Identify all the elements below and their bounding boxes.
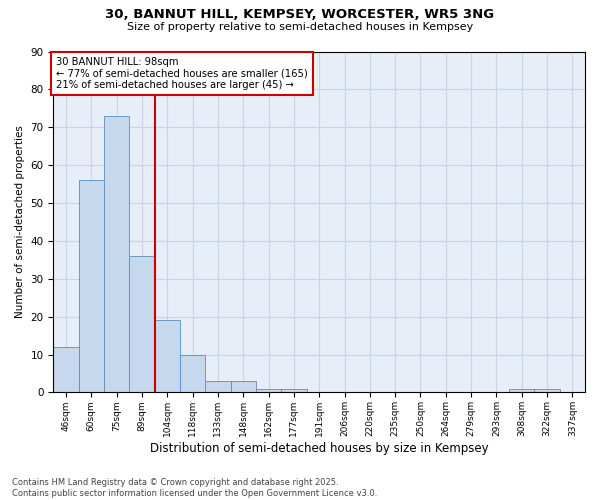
Bar bbox=[205, 381, 230, 392]
Text: 30, BANNUT HILL, KEMPSEY, WORCESTER, WR5 3NG: 30, BANNUT HILL, KEMPSEY, WORCESTER, WR5… bbox=[106, 8, 494, 20]
X-axis label: Distribution of semi-detached houses by size in Kempsey: Distribution of semi-detached houses by … bbox=[150, 442, 488, 455]
Text: Contains HM Land Registry data © Crown copyright and database right 2025.
Contai: Contains HM Land Registry data © Crown c… bbox=[12, 478, 377, 498]
Bar bbox=[79, 180, 104, 392]
Bar bbox=[53, 347, 79, 393]
Text: Size of property relative to semi-detached houses in Kempsey: Size of property relative to semi-detach… bbox=[127, 22, 473, 32]
Bar bbox=[281, 388, 307, 392]
Bar bbox=[230, 381, 256, 392]
Bar bbox=[130, 256, 155, 392]
Bar bbox=[104, 116, 130, 392]
Y-axis label: Number of semi-detached properties: Number of semi-detached properties bbox=[15, 126, 25, 318]
Bar bbox=[180, 354, 205, 393]
Bar bbox=[155, 320, 180, 392]
Bar bbox=[509, 388, 535, 392]
Text: 30 BANNUT HILL: 98sqm
← 77% of semi-detached houses are smaller (165)
21% of sem: 30 BANNUT HILL: 98sqm ← 77% of semi-deta… bbox=[56, 56, 308, 90]
Bar bbox=[256, 388, 281, 392]
Bar bbox=[535, 388, 560, 392]
